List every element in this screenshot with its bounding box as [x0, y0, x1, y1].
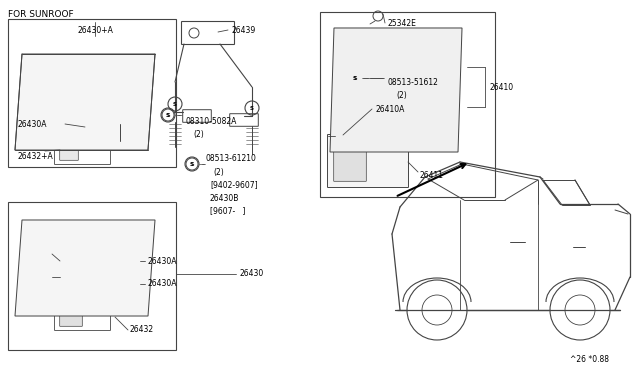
- Text: 08310-5082A: 08310-5082A: [185, 116, 236, 125]
- Polygon shape: [330, 28, 462, 152]
- Bar: [320, 12, 495, 197]
- Text: [9607-   ]: [9607- ]: [210, 206, 245, 215]
- FancyBboxPatch shape: [328, 135, 408, 187]
- Text: 26430+A: 26430+A: [77, 26, 113, 35]
- Text: S: S: [166, 112, 170, 118]
- Polygon shape: [330, 28, 462, 152]
- Text: S: S: [353, 76, 356, 80]
- Text: [9402-9607]: [9402-9607]: [210, 180, 258, 189]
- Text: (2): (2): [193, 129, 204, 138]
- Text: 26430A: 26430A: [148, 257, 177, 266]
- Text: S: S: [353, 76, 357, 80]
- Polygon shape: [15, 54, 155, 150]
- Text: 26430: 26430: [240, 269, 264, 279]
- Text: 26432: 26432: [130, 326, 154, 334]
- Text: S: S: [190, 161, 194, 167]
- Text: 26411: 26411: [420, 170, 444, 180]
- Polygon shape: [15, 54, 155, 150]
- FancyBboxPatch shape: [333, 143, 366, 181]
- Text: 26430A: 26430A: [148, 279, 177, 289]
- Text: (2): (2): [396, 90, 407, 99]
- Text: S: S: [250, 106, 254, 110]
- Text: 26430B: 26430B: [210, 193, 239, 202]
- Text: 26439: 26439: [232, 26, 256, 35]
- Text: 26432+A: 26432+A: [18, 151, 54, 160]
- Text: 26410A: 26410A: [375, 105, 404, 113]
- Text: 08513-61210: 08513-61210: [205, 154, 256, 163]
- Text: 25342E: 25342E: [388, 19, 417, 28]
- Polygon shape: [15, 220, 155, 316]
- Text: ^26 *0.88: ^26 *0.88: [570, 356, 609, 365]
- Text: (2): (2): [213, 167, 224, 176]
- Text: 26410: 26410: [490, 83, 514, 92]
- Polygon shape: [15, 220, 155, 316]
- Text: FOR SUNROOF: FOR SUNROOF: [8, 10, 74, 19]
- Text: 26430A: 26430A: [18, 119, 47, 128]
- FancyBboxPatch shape: [60, 306, 83, 326]
- Text: S: S: [173, 102, 177, 106]
- Text: S: S: [190, 161, 194, 167]
- Text: S: S: [166, 112, 170, 118]
- Text: 08513-51612: 08513-51612: [388, 77, 439, 87]
- FancyBboxPatch shape: [60, 141, 78, 160]
- Bar: [8, 19, 176, 167]
- Bar: [8, 202, 176, 350]
